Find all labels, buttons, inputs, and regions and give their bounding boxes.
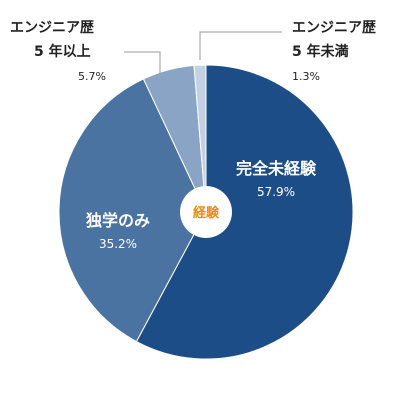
callout-line-over5	[124, 51, 161, 74]
center-hole	[180, 186, 232, 238]
slice-pct-kanzen-mikeiken: 57.9%	[257, 185, 295, 199]
slice-experience-under5	[193, 64, 207, 213]
callout-pct-over5: 5.7%	[78, 70, 106, 83]
callout-line-under5	[199, 31, 282, 60]
callout-label-over5-line2: 5 年以上	[34, 43, 91, 60]
center-label: 経験	[193, 205, 220, 221]
callout-pct-under5: 1.3%	[292, 70, 320, 83]
callout-label-under5-line1: エンジニア歴	[292, 20, 376, 36]
slice-label-dokugaku: 独学のみ	[86, 211, 150, 230]
pie-slices	[58, 64, 354, 360]
slice-dokugaku	[58, 78, 207, 343]
slice-label-kanzen-mikeiken: 完全未経験	[236, 159, 317, 178]
callout-label-under5-line2: 5 年未満	[292, 43, 349, 60]
slice-kanzen-mikeiken	[135, 64, 354, 360]
slice-pct-dokugaku: 35.2%	[99, 237, 137, 251]
callout-label-over5-line1: エンジニア歴	[10, 20, 94, 36]
